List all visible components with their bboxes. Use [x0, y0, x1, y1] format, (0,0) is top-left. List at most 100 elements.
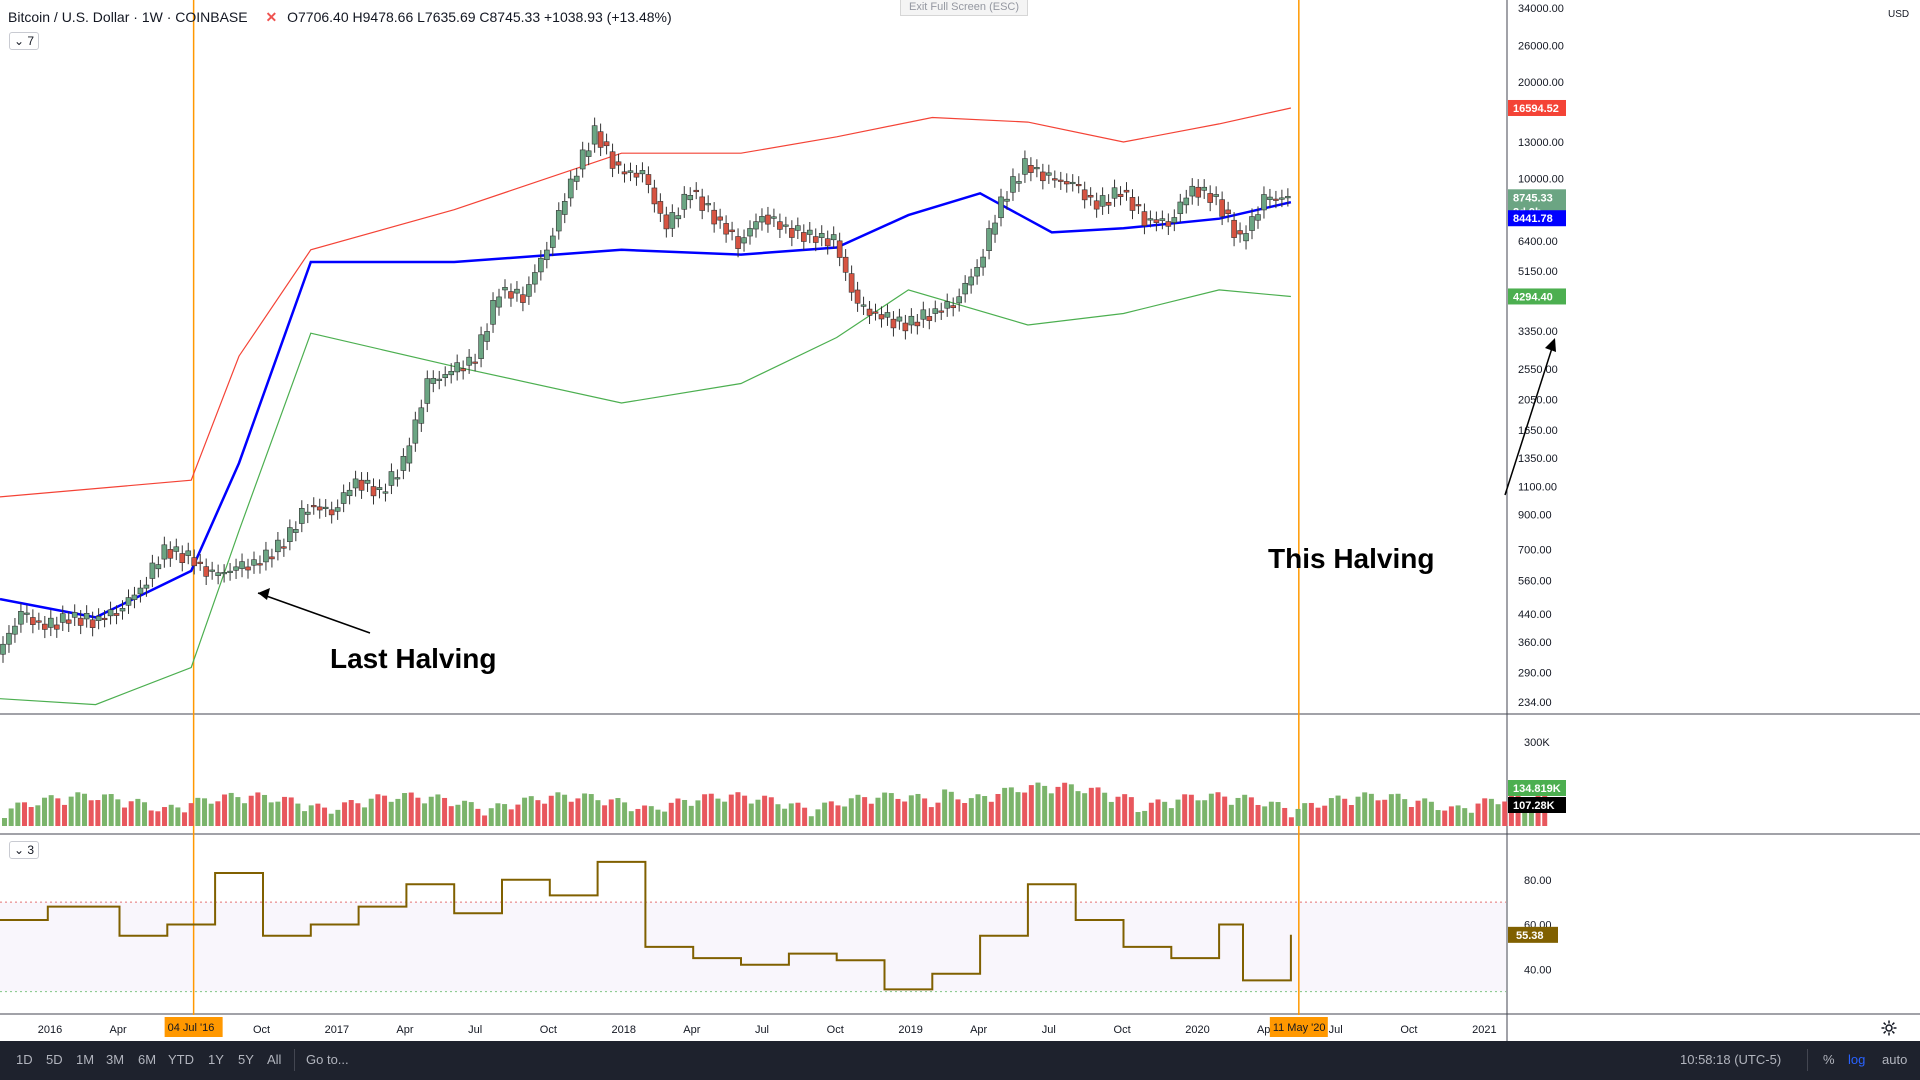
- candle-up: [753, 221, 759, 230]
- candle-up: [298, 508, 305, 524]
- volume-bar: [708, 793, 714, 826]
- timezone-clock[interactable]: 10:58:18 (UTC-5): [1680, 1052, 1782, 1067]
- candle-down: [472, 361, 478, 364]
- range-5y[interactable]: 5Y: [238, 1052, 254, 1067]
- halving-date-label: 11 May '20: [1273, 1022, 1326, 1034]
- candle-down: [1105, 201, 1112, 206]
- volume-bar: [622, 802, 628, 826]
- volume-bar: [1128, 797, 1134, 826]
- log-scale-toggle[interactable]: log: [1848, 1052, 1866, 1067]
- goto-date-button[interactable]: Go to...: [306, 1052, 349, 1067]
- symbol-title[interactable]: Bitcoin / U.S. Dollar · 1W · COINBASE: [8, 9, 248, 25]
- volume-bar: [1388, 794, 1394, 826]
- volume-bar: [502, 804, 508, 826]
- volume-bar: [915, 793, 921, 826]
- candle-up: [1285, 196, 1291, 199]
- volume-bar: [288, 797, 294, 826]
- divider: [1807, 1049, 1808, 1071]
- candle-up: [1034, 167, 1040, 170]
- candle-down: [842, 256, 849, 273]
- range-1y[interactable]: 1Y: [208, 1052, 224, 1067]
- arrow-head-icon: [1545, 338, 1556, 352]
- candle-up: [1201, 186, 1208, 191]
- volume-bar: [788, 803, 794, 826]
- candle-up: [579, 149, 586, 170]
- rsi-panel-toggle[interactable]: ⌄ 3: [9, 841, 40, 859]
- range-3m[interactable]: 3M: [106, 1052, 125, 1067]
- candle-down: [1081, 189, 1088, 201]
- volume-bar: [1022, 792, 1028, 826]
- volume-bar: [1202, 800, 1208, 826]
- auto-scale-toggle[interactable]: auto: [1882, 1052, 1908, 1067]
- range-all[interactable]: All: [267, 1052, 282, 1067]
- volume-label: 134.819K: [1513, 783, 1561, 795]
- volume-bar: [1042, 785, 1048, 826]
- candle-up: [1159, 218, 1166, 221]
- volume-bar: [762, 795, 768, 826]
- volume-bar: [482, 815, 488, 826]
- candle-up: [908, 315, 915, 326]
- volume-bar: [862, 797, 868, 826]
- candle-down: [1040, 171, 1046, 182]
- price-tick-label: 2550.00: [1518, 364, 1558, 376]
- candle-up: [12, 625, 18, 635]
- candle-up: [968, 276, 974, 286]
- volume-bar: [442, 797, 448, 826]
- candle-up: [394, 477, 401, 480]
- range-6m[interactable]: 6M: [138, 1052, 157, 1067]
- indicators-toggle[interactable]: ⌄ 7: [9, 32, 40, 50]
- candle-up: [293, 529, 299, 533]
- candle-down: [609, 151, 616, 169]
- rsi-tick-label: 40.00: [1524, 964, 1552, 976]
- candle-down: [1165, 221, 1172, 227]
- bollinger_lower-line: [0, 289, 1291, 706]
- range-ytd[interactable]: YTD: [168, 1052, 194, 1067]
- volume-bar: [1262, 806, 1268, 826]
- percent-scale-toggle[interactable]: %: [1823, 1052, 1835, 1067]
- range-1m[interactable]: 1M: [76, 1052, 95, 1067]
- candle-up: [346, 489, 353, 497]
- range-5d[interactable]: 5D: [46, 1052, 63, 1067]
- rsi-badge: 3: [27, 843, 35, 857]
- volume-bar: [775, 804, 781, 826]
- candle-down: [1057, 179, 1064, 182]
- gear-icon[interactable]: [1880, 1019, 1898, 1037]
- candle-up: [1261, 194, 1267, 211]
- exit-fullscreen-button[interactable]: Exit Full Screen (ESC): [900, 0, 1028, 16]
- candle-up: [1147, 218, 1154, 221]
- volume-bar: [1455, 805, 1461, 826]
- volume-bar: [1142, 810, 1148, 826]
- volume-bar: [962, 803, 968, 826]
- range-1d[interactable]: 1D: [16, 1052, 33, 1067]
- candle-down: [1153, 219, 1160, 223]
- rsi-line: [0, 860, 1292, 991]
- volume-bar: [322, 807, 328, 826]
- candle-down: [101, 617, 108, 621]
- volume-bar: [122, 807, 128, 826]
- candle-down: [1075, 184, 1082, 187]
- price-tick-label: 26000.00: [1518, 40, 1564, 52]
- candle-down: [42, 623, 48, 630]
- candle-down: [890, 318, 897, 329]
- candle-up: [454, 362, 460, 373]
- remove-icon[interactable]: ✕: [265, 9, 278, 25]
- candle-down: [65, 619, 72, 624]
- time-tick-label: Jul: [468, 1024, 482, 1036]
- volume-bar: [875, 797, 881, 826]
- volume-bar: [628, 811, 634, 826]
- candle-up: [1177, 201, 1184, 214]
- volume-bar: [522, 797, 528, 826]
- candle-up: [125, 597, 132, 606]
- volume-bar: [448, 806, 454, 826]
- volume-tick-label: 300K: [1524, 737, 1550, 749]
- volume-bar: [608, 799, 614, 826]
- volume-bar: [742, 795, 748, 826]
- candle-up: [322, 506, 329, 509]
- candle-up: [1249, 216, 1255, 231]
- candle-down: [633, 172, 640, 178]
- volume-bar: [722, 801, 728, 826]
- volume-bar: [55, 798, 61, 826]
- candle-up: [24, 612, 30, 615]
- candle-down: [53, 624, 60, 630]
